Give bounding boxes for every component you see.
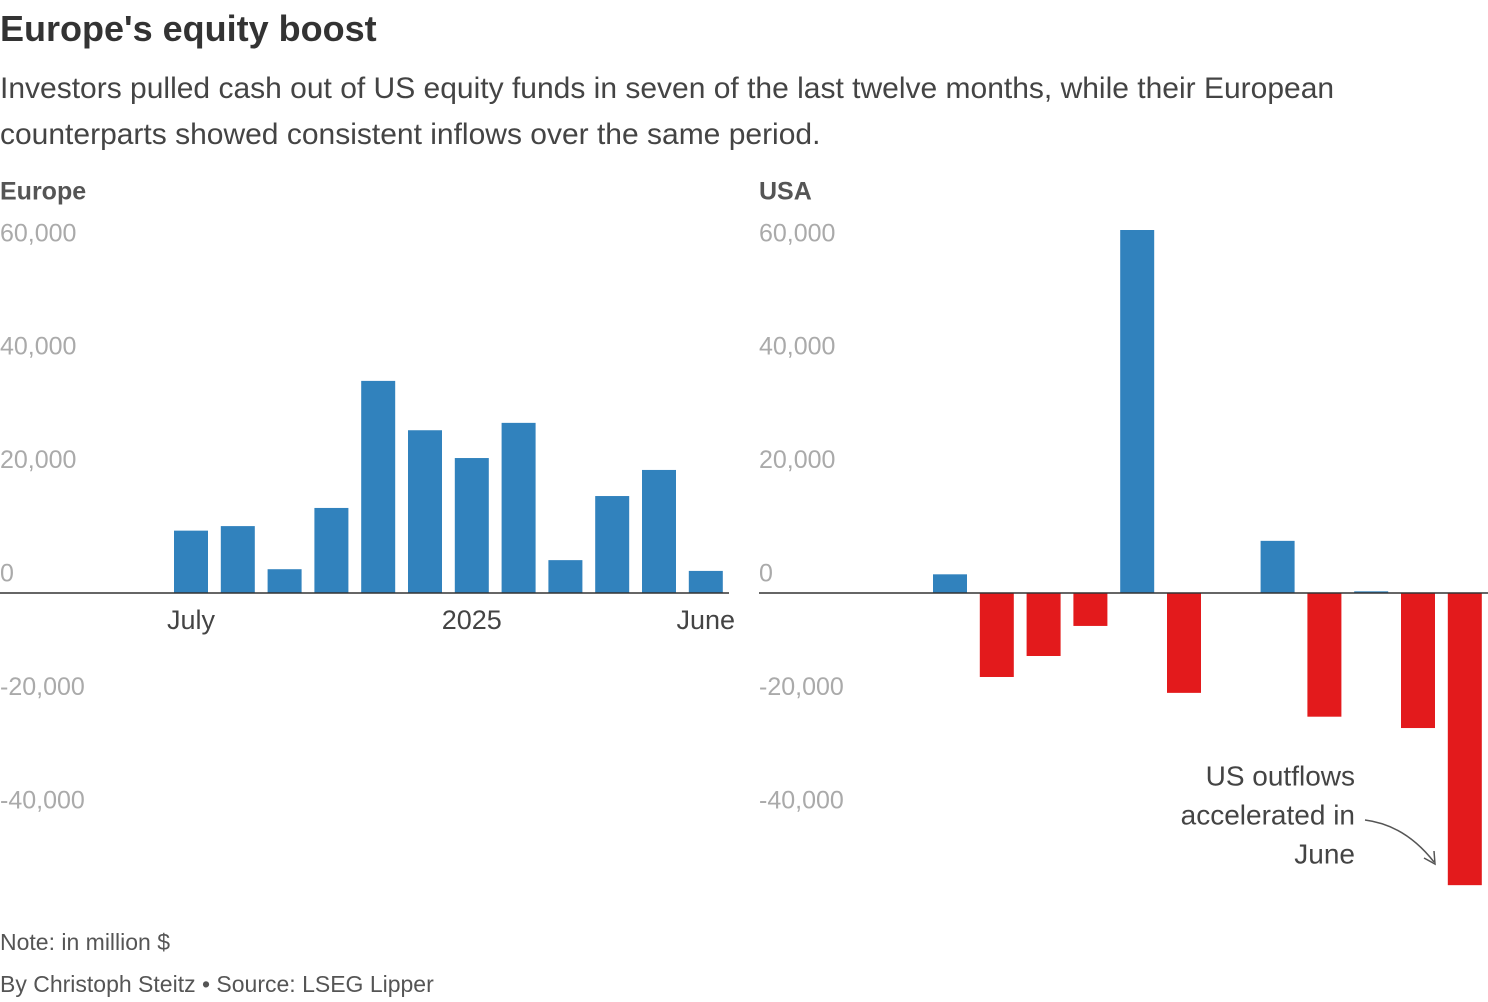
bar <box>1307 593 1342 717</box>
x-tick-label: 2025 <box>442 605 502 635</box>
bar <box>1354 591 1389 594</box>
bar <box>1026 593 1061 656</box>
panel-title: USA <box>759 178 812 206</box>
y-tick-label: 40,000 <box>759 333 835 361</box>
bar <box>1073 593 1108 626</box>
y-tick-label: -40,000 <box>0 787 85 815</box>
y-tick-label: 0 <box>759 560 773 588</box>
bar <box>642 469 676 594</box>
annotation-arrow <box>1364 819 1435 863</box>
bar <box>548 560 583 594</box>
source: By Christoph Steitz • Source: LSEG Lippe… <box>0 971 434 997</box>
annotation: US outflows <box>1206 760 1355 791</box>
bar <box>220 526 255 594</box>
bar <box>454 458 489 594</box>
bar <box>688 570 723 594</box>
y-tick-label: 60,000 <box>759 219 835 247</box>
title: Europe's equity boost <box>0 8 377 49</box>
bar <box>267 569 302 594</box>
bar <box>1401 593 1435 729</box>
x-tick-label: July <box>167 605 216 635</box>
y-tick-label: 20,000 <box>0 446 76 474</box>
y-tick-label: 0 <box>0 560 14 588</box>
bar <box>933 574 967 594</box>
bar <box>595 496 630 594</box>
bar <box>174 530 208 594</box>
y-tick-label: 60,000 <box>0 219 76 247</box>
panel-title: Europe <box>0 178 86 206</box>
y-tick-label: 20,000 <box>759 446 835 474</box>
bar <box>501 422 536 594</box>
bar <box>1447 593 1482 886</box>
bar <box>1260 540 1295 594</box>
bar <box>314 507 349 594</box>
note: Note: in million $ <box>0 929 170 955</box>
bar <box>1167 593 1201 693</box>
y-tick-label: -40,000 <box>759 787 844 815</box>
annotation: accelerated in <box>1181 799 1355 830</box>
y-tick-label: -20,000 <box>0 673 85 701</box>
subtitle: Investors pulled cash out of US equity f… <box>0 72 1335 151</box>
annotation-arrowhead <box>1423 850 1436 866</box>
bar <box>408 430 442 594</box>
bar <box>979 593 1014 677</box>
y-tick-label: -20,000 <box>759 673 844 701</box>
bar <box>361 380 396 594</box>
annotation: June <box>1294 838 1355 869</box>
y-tick-label: 40,000 <box>0 333 76 361</box>
bar <box>1120 230 1155 594</box>
x-tick-label: June <box>677 605 736 635</box>
